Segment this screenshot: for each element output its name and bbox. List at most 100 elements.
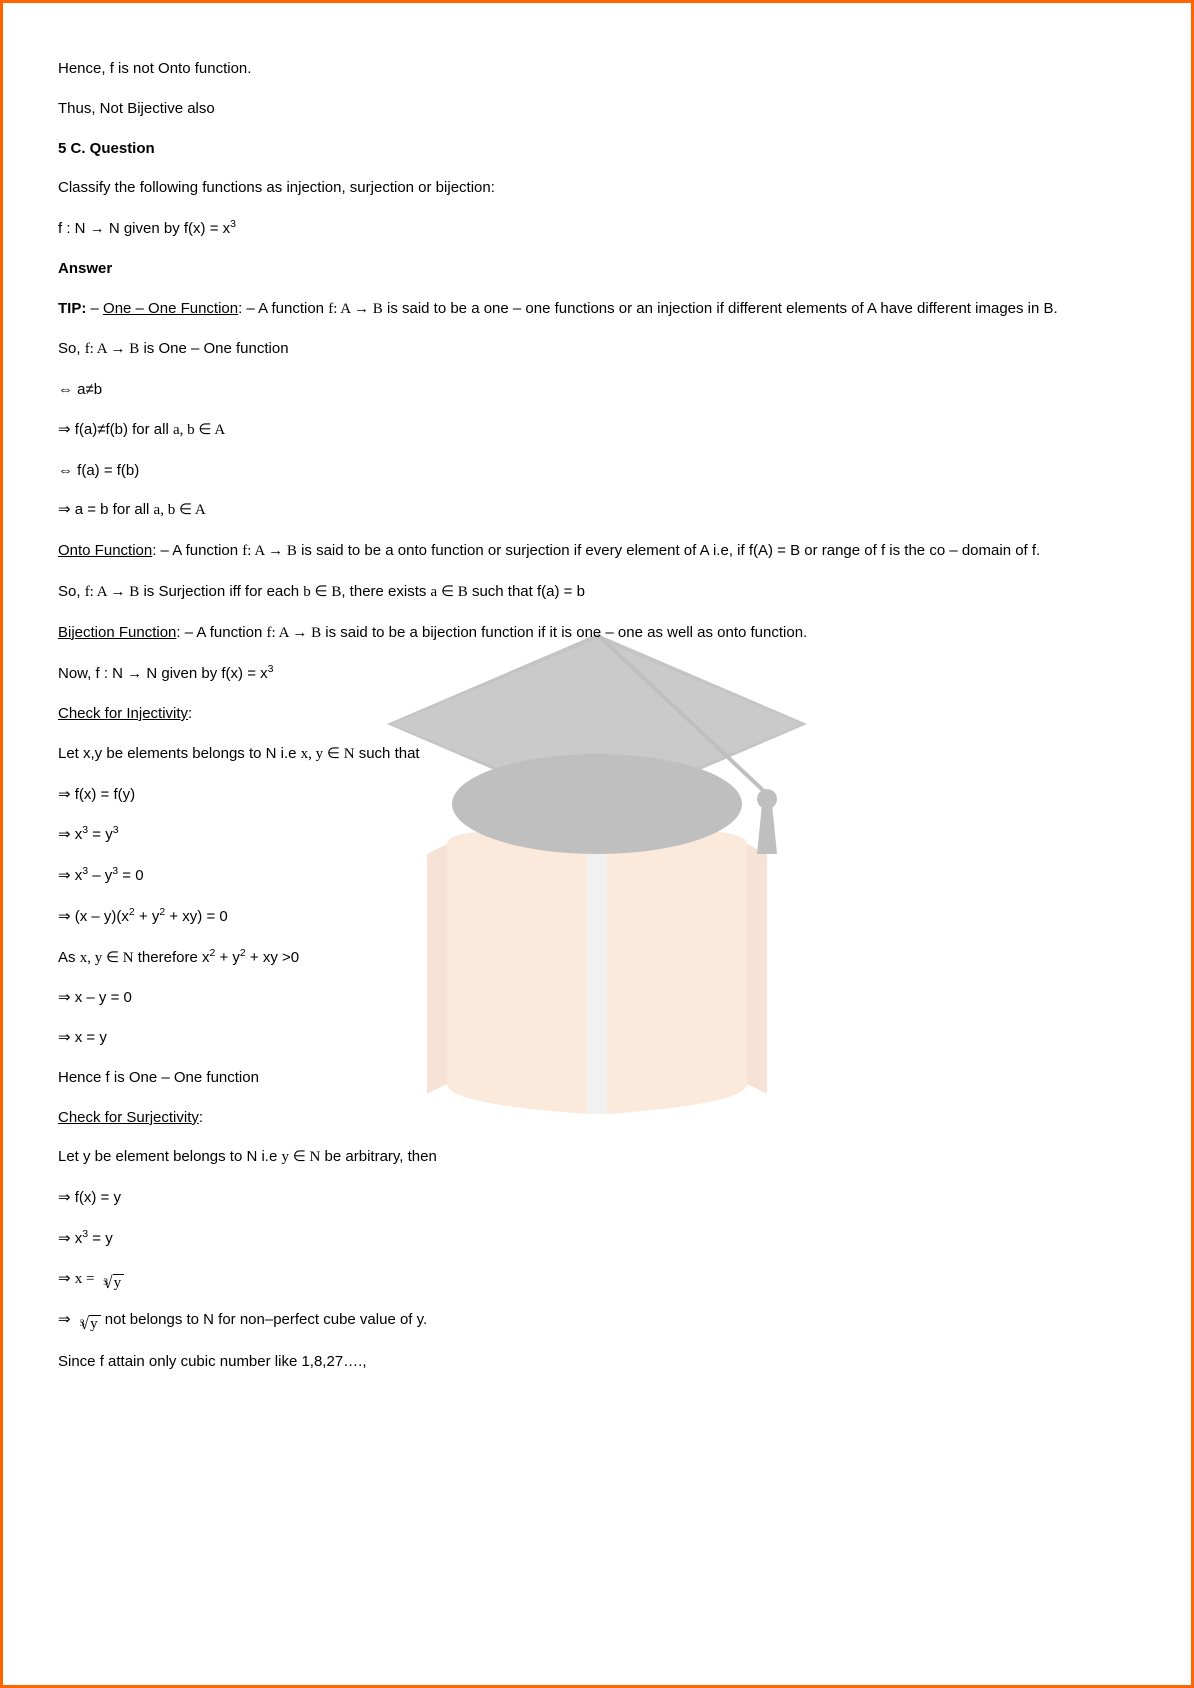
root-body: y	[89, 1315, 101, 1333]
fn-text: f : N → N given by f(x) = x	[58, 220, 230, 237]
text-line: ⇒ (x – y)(x2 + y2 + xy) = 0	[58, 905, 1136, 928]
text-line: ⇒ x – y = 0	[58, 987, 1136, 1009]
text: , there exists	[341, 583, 430, 600]
answer-heading: Answer	[58, 258, 1136, 280]
text: + y	[135, 908, 160, 925]
text: So,	[58, 340, 85, 357]
text: Let y be element belongs to N i.e	[58, 1148, 281, 1165]
text-line: Now, f : N → N given by f(x) = x3	[58, 662, 1136, 685]
text-line: So, f: A → B is One – One function	[58, 338, 1136, 361]
text: such that f(a) = b	[468, 583, 585, 600]
function-def: f : N → N given by f(x) = x3	[58, 217, 1136, 240]
math: a, b ∈ A	[154, 502, 206, 518]
text: = y	[88, 826, 113, 843]
text-line: Thus, Not Bijective also	[58, 98, 1136, 120]
tip-label: TIP:	[58, 300, 86, 317]
text: –	[86, 300, 103, 317]
check-inj-label: Check for Injectivity	[58, 705, 188, 722]
text: So,	[58, 583, 85, 600]
text: = 0	[118, 867, 143, 884]
one-one-label: One – One Function	[103, 300, 238, 317]
document-content: Hence, f is not Onto function. Thus, Not…	[58, 58, 1136, 1372]
root-body: y	[113, 1274, 125, 1292]
text: ⇒	[58, 1270, 75, 1287]
text: is said to be a one – one functions or a…	[383, 300, 1058, 317]
math: b ∈ B	[303, 584, 341, 600]
math: a ∈ B	[431, 584, 468, 600]
exponent: 3	[230, 218, 236, 230]
math: x, y ∈ N	[80, 950, 134, 966]
text: is said to be a onto function or surject…	[297, 542, 1040, 559]
text: is said to be a bijection function if it…	[321, 624, 807, 641]
check-heading: Check for Surjectivity:	[58, 1107, 1136, 1129]
text-line: So, f: A → B is Surjection iff for each …	[58, 581, 1136, 604]
check-heading: Check for Injectivity:	[58, 703, 1136, 725]
text-line: Let x,y be elements belongs to N i.e x, …	[58, 743, 1136, 766]
text: + xy >0	[246, 949, 299, 966]
bijection-paragraph: Bijection Function: – A function f: A → …	[58, 622, 1136, 645]
question-text: Classify the following functions as inje…	[58, 177, 1136, 199]
text: = y	[88, 1230, 113, 1247]
text-line: ⇒ x = y	[58, 1027, 1136, 1049]
root-index: 3	[103, 1276, 108, 1290]
text: ⇒	[58, 1311, 75, 1328]
question-heading: 5 C. Question	[58, 138, 1136, 160]
text-line: Hence, f is not Onto function.	[58, 58, 1136, 80]
text: As	[58, 949, 80, 966]
cube-root: 3√y	[98, 1274, 124, 1292]
math: f: A → B	[85, 341, 140, 357]
exponent: 3	[268, 663, 274, 675]
text: ⇒ x	[58, 1230, 82, 1247]
onto-paragraph: Onto Function: – A function f: A → B is …	[58, 540, 1136, 563]
text-line: As x, y ∈ N therefore x2 + y2 + xy >0	[58, 946, 1136, 970]
text-line: ⇒ x = 3√y	[58, 1268, 1136, 1292]
text: ⇒ f(a)≠f(b) for all	[58, 421, 173, 438]
text: : – A function	[152, 542, 242, 559]
text-line: ⇒ x3 – y3 = 0	[58, 864, 1136, 887]
math: f: A → B	[85, 584, 140, 600]
text: :	[188, 705, 192, 722]
text: ⇒ (x – y)(x	[58, 908, 129, 925]
onto-label: Onto Function	[58, 542, 152, 559]
math: y ∈ N	[281, 1149, 320, 1165]
text-line: ⇒ f(x) = f(y)	[58, 784, 1136, 806]
text-line: ⇒ x3 = y	[58, 1227, 1136, 1250]
math: a, b ∈ A	[173, 422, 225, 438]
exponent: 3	[113, 824, 119, 836]
math: x, y ∈ N	[301, 746, 355, 762]
math: f: A → B	[266, 625, 321, 641]
text: therefore x	[134, 949, 210, 966]
text-line: Let y be element belongs to N i.e y ∈ N …	[58, 1146, 1136, 1169]
text-line: Hence f is One – One function	[58, 1067, 1136, 1089]
text-line: ⇔ a≠b	[58, 379, 1136, 401]
text: ⇒ a = b for all	[58, 501, 154, 518]
tip-paragraph: TIP: – One – One Function: – A function …	[58, 298, 1136, 321]
text: – y	[88, 867, 112, 884]
text: ⇒ x	[58, 826, 82, 843]
check-surj-label: Check for Surjectivity	[58, 1109, 199, 1126]
text: such that	[355, 745, 420, 762]
page-frame: Hence, f is not Onto function. Thus, Not…	[0, 0, 1194, 1688]
text: ⇒ x	[58, 867, 82, 884]
text: Let x,y be elements belongs to N i.e	[58, 745, 301, 762]
math: f: A → B	[328, 301, 383, 317]
text: + y	[215, 949, 240, 966]
text-line: ⇒ f(x) = y	[58, 1187, 1136, 1209]
text-line: ⇒ 3√y not belongs to N for non–perfect c…	[58, 1309, 1136, 1333]
text: be arbitrary, then	[320, 1148, 436, 1165]
text-line: ⇒ x3 = y3	[58, 823, 1136, 846]
text: Now, f : N → N given by f(x) = x	[58, 665, 268, 682]
math: f: A → B	[242, 543, 297, 559]
text: + xy) = 0	[165, 908, 228, 925]
cube-root: 3√y	[75, 1315, 101, 1333]
text: : – A function	[176, 624, 266, 641]
text: is Surjection iff for each	[139, 583, 303, 600]
text: : – A function	[238, 300, 328, 317]
text-line: ⇔ f(a) = f(b)	[58, 460, 1136, 482]
root-index: 3	[80, 1317, 85, 1331]
text-line: Since f attain only cubic number like 1,…	[58, 1351, 1136, 1373]
text: is One – One function	[139, 340, 288, 357]
text-line: ⇒ a = b for all a, b ∈ A	[58, 499, 1136, 522]
math: x =	[75, 1271, 98, 1287]
text: :	[199, 1109, 203, 1126]
